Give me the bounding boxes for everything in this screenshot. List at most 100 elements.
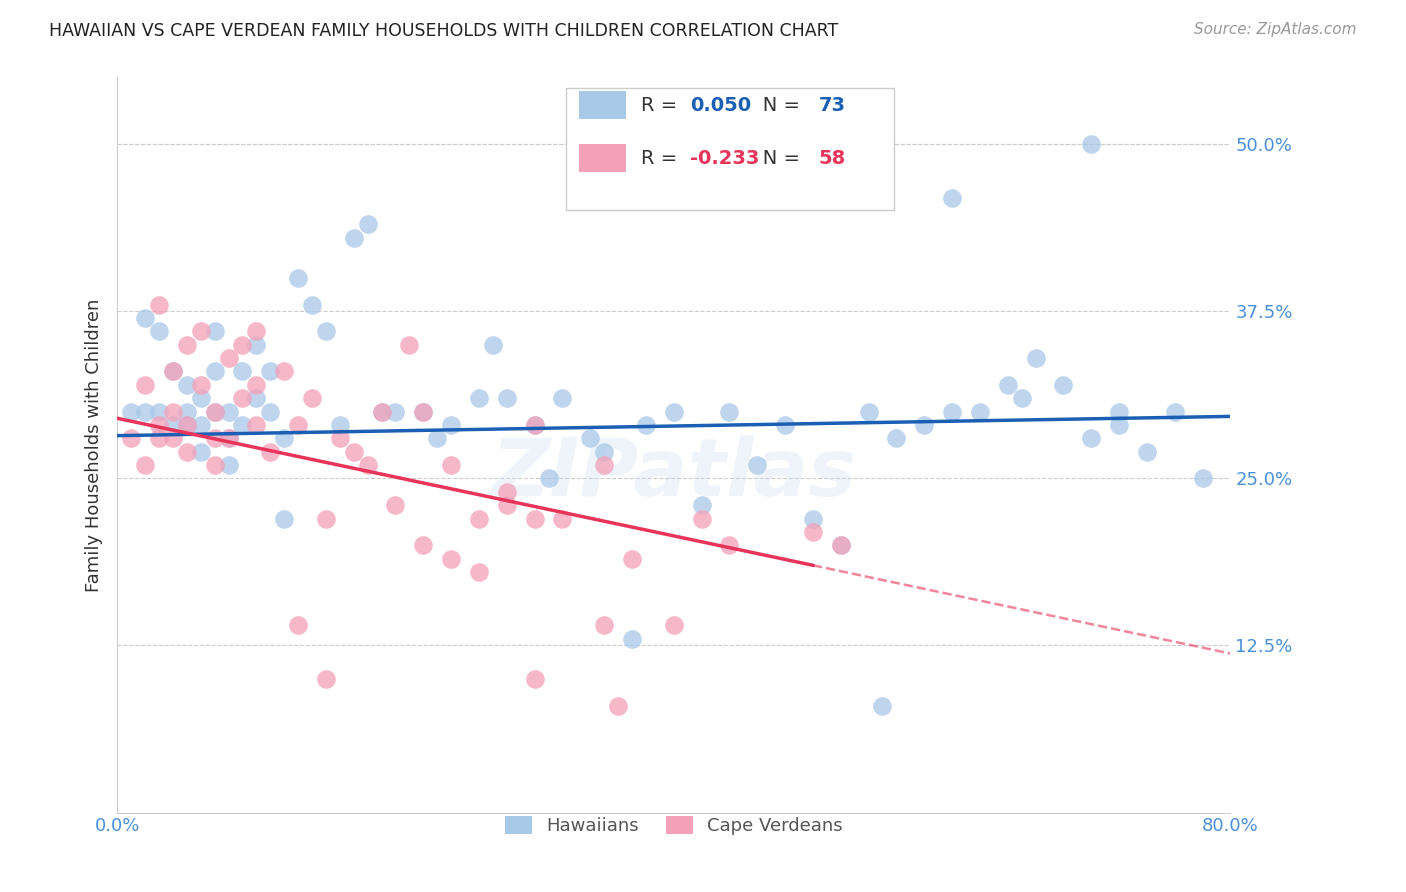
Point xyxy=(120,404,142,418)
Point xyxy=(537,471,560,485)
Point xyxy=(468,391,491,405)
Point xyxy=(176,377,198,392)
Point xyxy=(134,404,156,418)
Point xyxy=(551,511,574,525)
Point xyxy=(941,404,963,418)
Point xyxy=(190,391,212,405)
Point xyxy=(440,417,463,432)
Point xyxy=(176,417,198,432)
Point xyxy=(231,338,253,352)
Point xyxy=(495,484,517,499)
Point xyxy=(204,325,226,339)
Point xyxy=(315,672,337,686)
Point xyxy=(204,364,226,378)
Point xyxy=(329,431,352,445)
Point xyxy=(356,458,378,472)
Point xyxy=(329,417,352,432)
Point xyxy=(148,298,170,312)
Point xyxy=(218,351,240,365)
Point xyxy=(690,498,713,512)
Point xyxy=(273,511,295,525)
Point xyxy=(245,391,267,405)
Point xyxy=(370,404,392,418)
Point xyxy=(872,698,894,713)
Point xyxy=(301,298,323,312)
Text: HAWAIIAN VS CAPE VERDEAN FAMILY HOUSEHOLDS WITH CHILDREN CORRELATION CHART: HAWAIIAN VS CAPE VERDEAN FAMILY HOUSEHOL… xyxy=(49,22,838,40)
FancyBboxPatch shape xyxy=(565,88,894,211)
Point xyxy=(259,444,281,458)
Point xyxy=(468,511,491,525)
Point xyxy=(858,404,880,418)
Point xyxy=(204,458,226,472)
Point xyxy=(134,311,156,326)
Point xyxy=(231,364,253,378)
Point xyxy=(315,511,337,525)
Point xyxy=(912,417,935,432)
Point xyxy=(162,404,184,418)
Point xyxy=(426,431,449,445)
Point xyxy=(287,271,309,285)
Point xyxy=(301,391,323,405)
Point xyxy=(148,404,170,418)
Point xyxy=(621,551,644,566)
Point xyxy=(245,338,267,352)
Point xyxy=(593,618,616,632)
Point xyxy=(190,325,212,339)
Point xyxy=(204,404,226,418)
Point xyxy=(134,377,156,392)
Point xyxy=(190,444,212,458)
Point xyxy=(495,498,517,512)
Point xyxy=(523,511,546,525)
Point xyxy=(1011,391,1033,405)
Point xyxy=(245,377,267,392)
Point xyxy=(1080,431,1102,445)
Point xyxy=(148,325,170,339)
Point xyxy=(176,444,198,458)
Point xyxy=(287,417,309,432)
Point xyxy=(662,404,685,418)
Point xyxy=(830,538,852,552)
Point xyxy=(343,231,366,245)
Point xyxy=(997,377,1019,392)
Point xyxy=(356,218,378,232)
Point xyxy=(162,364,184,378)
Point xyxy=(621,632,644,646)
Point xyxy=(773,417,796,432)
Point xyxy=(1136,444,1159,458)
Point xyxy=(662,618,685,632)
Point xyxy=(718,404,741,418)
Point xyxy=(830,538,852,552)
Point xyxy=(273,431,295,445)
Point xyxy=(412,404,434,418)
Point xyxy=(690,511,713,525)
Point xyxy=(231,417,253,432)
Point xyxy=(1052,377,1074,392)
Y-axis label: Family Households with Children: Family Households with Children xyxy=(86,298,103,591)
Legend: Hawaiians, Cape Verdeans: Hawaiians, Cape Verdeans xyxy=(495,806,852,844)
Point xyxy=(162,364,184,378)
Point xyxy=(482,338,505,352)
Point xyxy=(468,565,491,579)
Point xyxy=(287,618,309,632)
Text: 0.050: 0.050 xyxy=(690,95,752,115)
Text: -0.233: -0.233 xyxy=(690,149,759,168)
Point xyxy=(148,431,170,445)
Point xyxy=(245,417,267,432)
Point xyxy=(148,417,170,432)
Point xyxy=(204,404,226,418)
Point xyxy=(523,672,546,686)
Point xyxy=(176,417,198,432)
Point xyxy=(607,698,630,713)
Point xyxy=(384,498,406,512)
Point xyxy=(412,404,434,418)
Text: R =: R = xyxy=(641,149,683,168)
Text: N =: N = xyxy=(744,149,806,168)
Point xyxy=(440,551,463,566)
Point xyxy=(1191,471,1213,485)
Point xyxy=(440,458,463,472)
Point xyxy=(218,404,240,418)
Point xyxy=(204,431,226,445)
Point xyxy=(259,404,281,418)
Text: N =: N = xyxy=(744,95,806,115)
Point xyxy=(176,404,198,418)
